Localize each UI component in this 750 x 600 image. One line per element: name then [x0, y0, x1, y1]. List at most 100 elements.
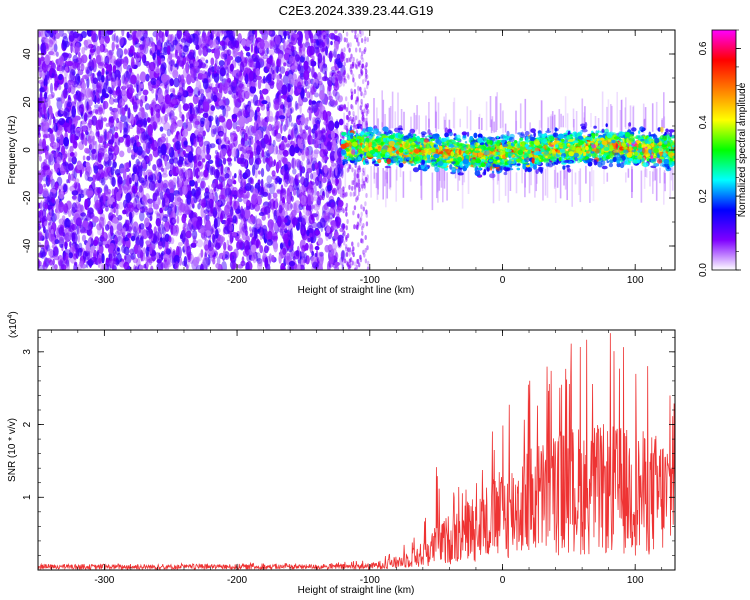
spectrogram-cell — [44, 38, 50, 44]
spectrogram-cell — [326, 202, 331, 207]
spectrogram-cell — [649, 171, 651, 187]
spectrogram-cell — [237, 197, 243, 203]
spectrogram-cell — [75, 217, 83, 227]
spectrogram-cell — [278, 204, 283, 214]
spectrogram-cell — [546, 166, 549, 198]
spectrogram-cell — [84, 137, 88, 146]
spectrogram-cell — [144, 95, 148, 102]
spectrogram-cell — [409, 170, 412, 182]
spectrogram-cell — [358, 73, 361, 79]
spectrogram-cell — [90, 30, 97, 35]
spectrogram-cell — [66, 101, 72, 108]
spectrogram-cell — [197, 131, 203, 138]
spectrogram-cell — [629, 105, 632, 133]
spectrogram-cell — [77, 233, 80, 243]
spectrogram-cell — [257, 261, 263, 270]
spectrogram-cell — [61, 145, 66, 156]
spectrogram-cell — [290, 195, 294, 202]
spectrogram-cell — [319, 41, 326, 53]
spectrogram-cell — [361, 109, 364, 115]
spectrogram-cell — [172, 39, 178, 46]
spectrogram-cell — [215, 263, 220, 269]
spectrogram-cell — [42, 134, 48, 139]
spectrogram-cell — [162, 257, 169, 269]
spectrogram-cell — [125, 219, 130, 228]
spectrogram-cell — [43, 221, 48, 227]
spectrogram-cell — [343, 103, 346, 109]
spectrogram-cell — [190, 66, 197, 78]
spectrogram-cell — [345, 225, 348, 231]
spectrogram-cell — [200, 206, 205, 218]
spectrogram-cell — [136, 166, 143, 179]
spectrogram-cell — [94, 186, 100, 196]
spectrogram-cell — [485, 101, 488, 131]
spectrogram-cell — [320, 135, 327, 143]
spectrogram-cell — [267, 212, 271, 219]
spectrogram-cell — [80, 31, 87, 39]
spectrogram-cell — [220, 236, 225, 243]
spectrogram-cell — [286, 94, 293, 103]
spectrogram-cell — [219, 65, 225, 71]
spectrogram-cell — [321, 76, 329, 82]
spectrogram-cell — [110, 135, 114, 148]
spectrogram-cell — [51, 209, 55, 217]
spectrogram-cell — [155, 217, 161, 227]
spectrogram-cell — [164, 156, 167, 167]
spectrogram-cell — [111, 41, 115, 52]
spectrogram-cell — [47, 94, 54, 100]
spectrogram-cell — [124, 104, 129, 110]
spectrogram-cell — [219, 92, 223, 99]
spectrogram-cell — [48, 221, 51, 226]
spectrogram-cell — [275, 133, 282, 142]
spectrogram-cell — [136, 127, 140, 140]
spectrogram-cell — [440, 165, 443, 188]
spectrogram-cell — [178, 169, 185, 179]
spectrogram-cell — [353, 89, 357, 94]
spectrogram-cell — [208, 192, 213, 199]
spectrogram-cell — [308, 183, 313, 190]
spectrogram-cell — [343, 56, 346, 62]
spectrogram-cell — [110, 166, 115, 176]
spectrogram-cell — [141, 107, 145, 119]
spectrogram-cell — [610, 104, 612, 134]
spectrogram-cell — [283, 217, 288, 224]
spectrogram-cell — [250, 99, 254, 104]
spectrogram-cell — [202, 78, 209, 90]
spectrogram-cell — [63, 235, 70, 242]
spectrogram-cell — [85, 104, 91, 110]
spectrogram-cell — [330, 130, 335, 139]
spectrogram-cell — [351, 260, 354, 266]
spectrogram-cell — [59, 68, 65, 74]
spectrogram-cell — [44, 54, 50, 66]
spectrogram-cell — [222, 96, 226, 104]
spectrogram-cell — [203, 169, 209, 178]
spectrogram-cell — [89, 125, 92, 135]
spectrogram-cell — [123, 261, 130, 270]
spectrogram-cell — [237, 264, 244, 269]
spectrogram-cell — [366, 37, 369, 43]
spectrogram-cell — [437, 168, 439, 203]
spectrogram-cell — [127, 107, 131, 119]
spectrogram-cell — [211, 183, 216, 189]
spectrogram-cell — [315, 210, 320, 221]
spectrogram-cell — [108, 263, 112, 270]
spectrogram-cell — [238, 83, 244, 88]
spectrogram-cell — [262, 155, 267, 164]
spectrogram-cell — [309, 232, 313, 238]
spectrogram-cell — [131, 173, 136, 182]
spectrogram-cell — [276, 215, 282, 228]
spectrogram-cell — [285, 143, 291, 148]
spectrogram-cell — [149, 244, 153, 255]
spectrogram-cell — [65, 82, 68, 95]
spectrogram-cell — [225, 106, 231, 112]
spectrogram-cell — [126, 226, 133, 231]
spectrogram-cell — [391, 91, 394, 129]
spectrogram-cell — [69, 151, 75, 157]
spectrogram-cell — [354, 169, 356, 197]
spectrogram-cell — [254, 227, 258, 240]
spectrogram-cell — [139, 223, 145, 230]
spectrogram-cell — [359, 86, 362, 92]
spectrogram-cell — [381, 90, 383, 128]
spectrogram-cell — [79, 260, 84, 267]
spectrogram-cell — [627, 168, 630, 178]
